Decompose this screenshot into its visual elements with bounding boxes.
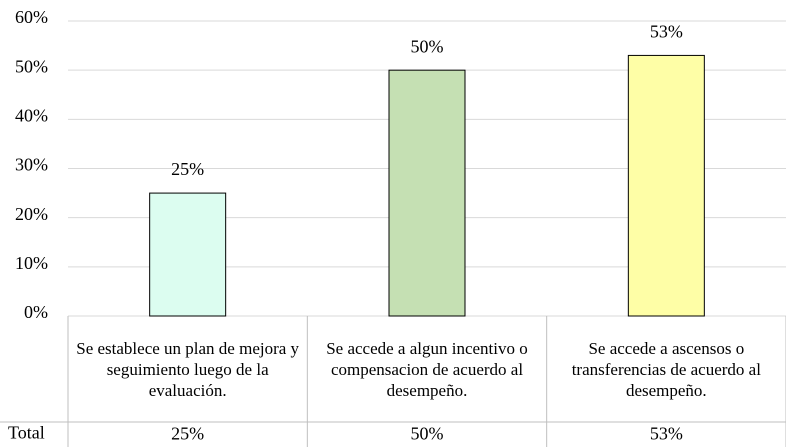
table-row-label: Total — [8, 423, 45, 443]
table-value: 25% — [171, 424, 204, 444]
y-tick-label: 30% — [15, 155, 48, 175]
bar — [627, 54, 705, 317]
x-tick-label: Se establece un plan de mejora y seguimi… — [76, 338, 300, 400]
table-value: 53% — [650, 424, 683, 444]
bar — [149, 192, 227, 317]
y-tick-label: 40% — [15, 105, 48, 125]
y-tick-label: 60% — [15, 7, 48, 27]
y-tick-label: 50% — [15, 56, 48, 76]
x-tick-label: Se accede a algun incentivo o compensaci… — [326, 338, 528, 400]
bar — [388, 69, 466, 317]
data-label: 53% — [650, 22, 683, 42]
y-tick-label: 10% — [15, 253, 48, 273]
data-label: 50% — [411, 36, 444, 56]
x-tick-label: Se accede a ascensos o transferencias de… — [571, 338, 761, 400]
y-tick-label: 20% — [15, 204, 48, 224]
data-label: 25% — [171, 159, 204, 179]
y-tick-label: 0% — [24, 302, 48, 322]
table-value: 50% — [411, 424, 444, 444]
